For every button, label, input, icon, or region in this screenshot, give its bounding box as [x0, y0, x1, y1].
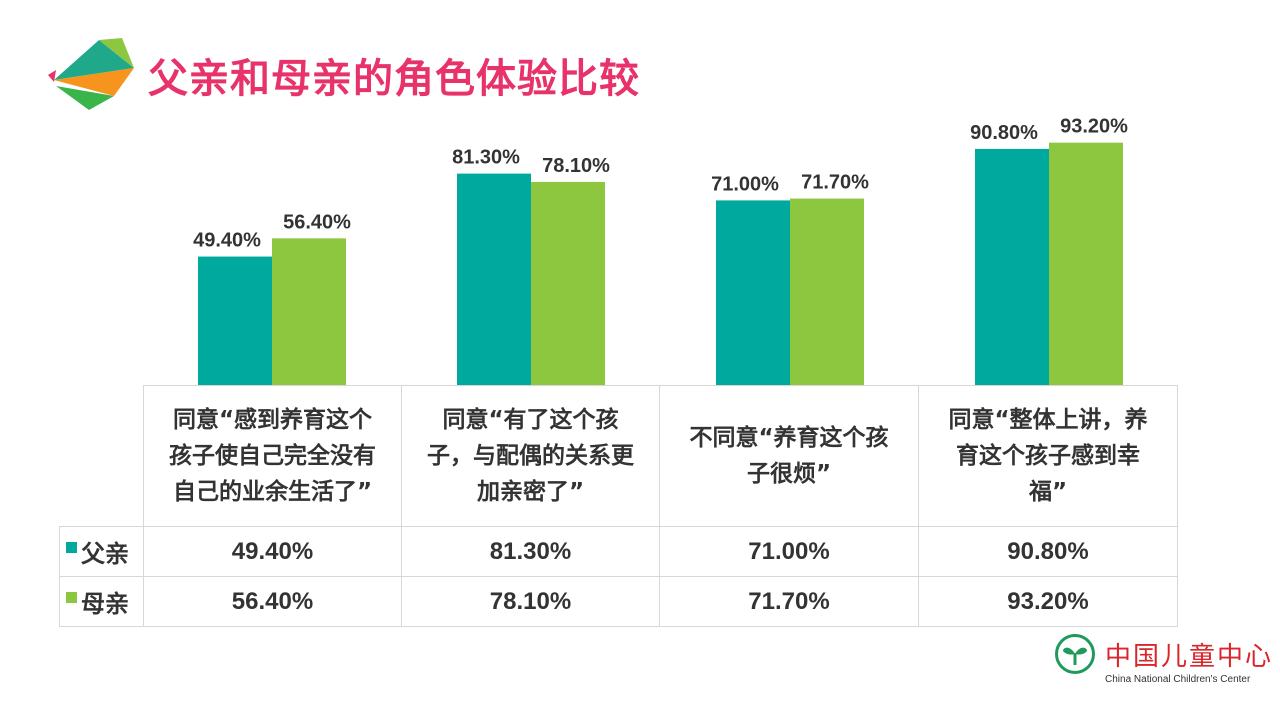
data-table: 同意“感到养育这个 孩子使自己完全没有 自己的业余生活了” 同意“有了这个孩 子，与配… — [59, 385, 1178, 627]
category-label: 同意“感到养育这个 孩子使自己完全没有 自己的业余生活了” — [143, 385, 402, 527]
bar-data-label: 90.80% — [970, 122, 1038, 144]
table-cell: 90.80% — [918, 526, 1178, 577]
corner-cell — [59, 385, 144, 527]
bar-data-label: 71.70% — [801, 172, 869, 194]
org-logo: 中国儿童中心 China National Children's Center — [1055, 634, 1274, 688]
bar-chart: 49.40% 81.30% 71.00% 90.80% 56.40% 78.10% 71.7… — [193, 116, 1128, 385]
mother-swatch — [66, 591, 77, 603]
legend-father: 父亲 — [59, 526, 144, 577]
category-label: 同意“整体上讲，养 育这个孩子感到幸 福” — [918, 385, 1178, 527]
category-label-line: 孩子使自己完全没有 — [169, 443, 376, 469]
mother-bar — [790, 198, 864, 385]
row-label: 母亲 — [81, 590, 129, 618]
category-label-line: 同意“感到养育这个 — [172, 407, 373, 433]
category-label: 同意“有了这个孩 子，与配偶的关系更 加亲密了” — [401, 385, 660, 527]
page-title: 父亲和母亲的角色体验比较 — [148, 56, 640, 102]
table-cell: 81.30% — [401, 526, 660, 577]
table-row: 母亲 56.40% 78.10% 71.70% 93.20% — [59, 576, 1178, 627]
category-label-line: 福” — [1028, 479, 1068, 505]
mother-bar — [1049, 142, 1123, 385]
bar-data-label: 71.00% — [711, 173, 779, 195]
logo-chinese-name: 中国儿童中心 — [1105, 642, 1274, 672]
category-label-line: 自己的业余生活了” — [172, 479, 373, 505]
father-bar — [975, 148, 1049, 385]
table-cell: 56.40% — [143, 576, 402, 627]
category-label-line: 不同意“养育这个孩 — [689, 425, 889, 451]
table-row: 父亲 49.40% 81.30% 71.00% 90.80% — [59, 526, 1178, 577]
father-bar — [198, 256, 272, 385]
bar-data-label: 56.40% — [283, 211, 351, 233]
mother-bar — [272, 238, 346, 385]
bar-data-label: 49.40% — [193, 230, 261, 252]
category-label: 不同意“养育这个孩 子很烦” — [659, 385, 919, 527]
category-label-line: 同意“整体上讲，养 — [948, 407, 1148, 433]
mother-bar — [531, 181, 605, 385]
table-cell: 78.10% — [401, 576, 660, 627]
category-row: 同意“感到养育这个 孩子使自己完全没有 自己的业余生活了” 同意“有了这个孩 子，与配… — [59, 385, 1178, 527]
category-label-line: 子很烦” — [746, 461, 832, 487]
row-label: 父亲 — [81, 540, 129, 568]
father-swatch — [66, 541, 77, 553]
category-label-line: 育这个孩子感到幸 — [956, 443, 1140, 469]
legend-mother: 母亲 — [59, 576, 144, 627]
father-bar — [457, 173, 531, 385]
table-cell: 93.20% — [918, 576, 1178, 627]
table-cell: 49.40% — [143, 526, 402, 577]
table-cell: 71.70% — [659, 576, 919, 627]
bar-data-label: 81.30% — [452, 147, 520, 169]
title-decoration-icon — [48, 38, 134, 110]
logo-english-name: China National Children's Center — [1105, 674, 1251, 685]
bar-data-label: 78.10% — [542, 155, 610, 177]
category-label-line: 加亲密了” — [476, 479, 585, 505]
category-label-line: 同意“有了这个孩 — [442, 407, 619, 433]
table-cell: 71.00% — [659, 526, 919, 577]
bar-data-label: 93.20% — [1060, 116, 1128, 138]
category-label-line: 子，与配偶的关系更 — [427, 443, 634, 469]
sprout-icon — [1055, 634, 1095, 674]
father-bar — [716, 200, 790, 385]
